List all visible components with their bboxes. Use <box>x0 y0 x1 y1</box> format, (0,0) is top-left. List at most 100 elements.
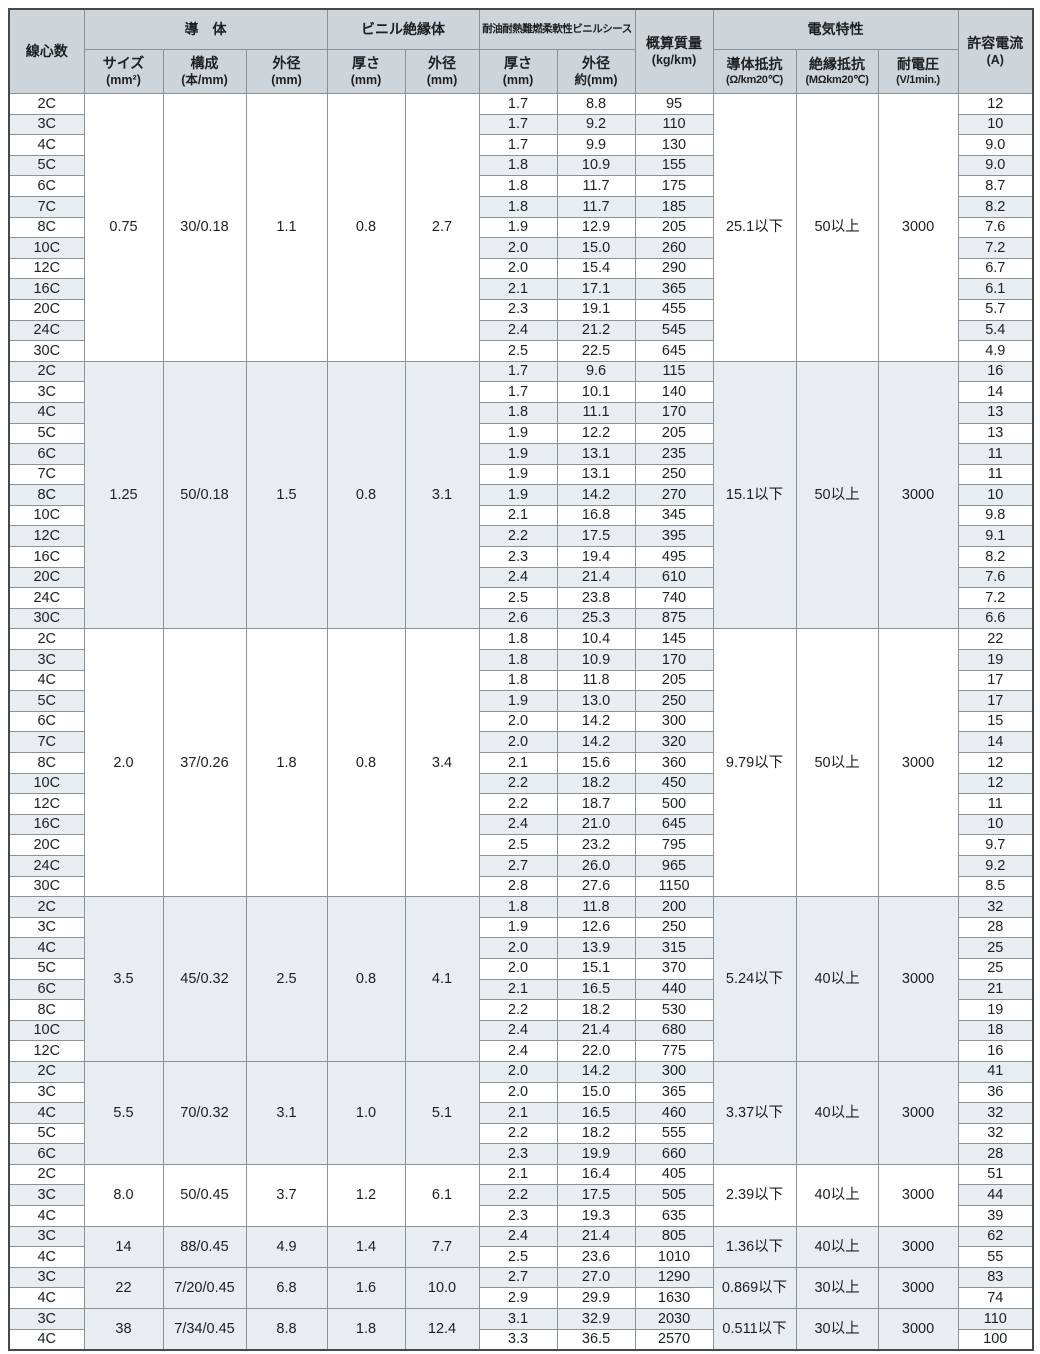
cell-sheath-od: 15.0 <box>556 1081 636 1104</box>
cell-sheath-thickness: 1.8 <box>478 628 558 651</box>
cell-current: 17 <box>957 690 1034 712</box>
header-label: 外径 <box>428 55 457 72</box>
table-row: 7C 1.9 13.1 250 11 <box>8 463 1034 486</box>
cell-sheath-thickness: 3.3 <box>478 1328 558 1351</box>
cell-cores: 2C <box>8 93 85 115</box>
cell-sheath-thickness: 2.2 <box>478 525 558 548</box>
cell-mass: 300 <box>634 710 714 733</box>
cell-sheath-thickness: 1.8 <box>478 649 558 671</box>
header-label: 外径 <box>272 55 301 72</box>
cell-sheath-od: 19.4 <box>556 546 636 568</box>
cell-sheath-thickness: 2.1 <box>478 1102 558 1124</box>
cell-mass: 185 <box>634 195 714 218</box>
cell-insulation-thickness: 1.2 <box>326 1163 406 1227</box>
cell-sheath-od: 18.7 <box>556 793 636 815</box>
cell-sheath-od: 21.4 <box>556 1019 636 1042</box>
col-group-electrical: 電気特性 <box>712 8 959 50</box>
cell-sheath-od: 15.0 <box>556 237 636 259</box>
cell-conductor-od: 1.5 <box>245 360 328 630</box>
cell-current: 10 <box>957 484 1034 506</box>
cell-sheath-od: 32.9 <box>556 1308 636 1330</box>
cell-mass: 315 <box>634 937 714 959</box>
cell-sheath-thickness: 2.1 <box>478 978 558 1001</box>
cell-withstand-voltage: 3000 <box>877 1225 959 1268</box>
cell-conductor-od: 2.5 <box>245 896 328 1062</box>
cell-size: 8.0 <box>83 1163 164 1227</box>
cell-current: 8.2 <box>957 195 1034 218</box>
cell-cores: 4C <box>8 1205 85 1227</box>
cell-conductor-resistance: 1.36以下 <box>712 1225 797 1268</box>
cell-conductor-resistance: 0.511以下 <box>712 1308 797 1351</box>
cell-sheath-thickness: 2.3 <box>478 298 558 321</box>
table-header: 線心数 導 体 ビニル絶縁体 耐油耐熱難燃柔軟性ビニルシース 概算質量 (kg/… <box>8 8 1034 94</box>
cell-cores: 8C <box>8 216 85 239</box>
cell-withstand-voltage: 3000 <box>877 1266 959 1310</box>
cell-sheath-thickness: 2.0 <box>478 257 558 280</box>
cell-current: 32 <box>957 1122 1034 1145</box>
table-row: 2C 0.75 30/0.18 1.1 0.8 2.7 1.7 8.8 95 25.1以下 50以上… <box>8 93 1034 362</box>
cell-mass: 635 <box>634 1205 714 1227</box>
cell-current: 12 <box>957 93 1034 115</box>
cell-mass: 500 <box>634 793 714 815</box>
cell-current: 32 <box>957 1102 1034 1124</box>
cell-mass: 545 <box>634 319 714 342</box>
table-row: 12C 2.2 18.7 500 11 <box>8 793 1034 815</box>
cell-current: 7.2 <box>957 587 1034 609</box>
cell-sheath-thickness: 2.5 <box>478 1246 558 1268</box>
cell-mass: 450 <box>634 772 714 795</box>
cell-mass: 460 <box>634 1102 714 1124</box>
cell-mass: 660 <box>634 1143 714 1165</box>
cell-insulation-thickness: 1.8 <box>326 1308 406 1351</box>
cell-sheath-od: 29.9 <box>556 1287 636 1310</box>
cell-current: 9.8 <box>957 504 1034 527</box>
cell-sheath-od: 23.2 <box>556 834 636 856</box>
cell-mass: 495 <box>634 546 714 568</box>
cell-sheath-thickness: 1.7 <box>478 381 558 403</box>
cell-sheath-od: 16.5 <box>556 978 636 1001</box>
cell-cores: 12C <box>8 1040 85 1062</box>
cell-sheath-od: 16.4 <box>556 1163 636 1186</box>
cell-sheath-thickness: 2.3 <box>478 1205 558 1227</box>
cell-mass: 250 <box>634 916 714 939</box>
cell-insulation-resistance: 40以上 <box>795 1060 879 1165</box>
cell-sheath-thickness: 2.4 <box>478 566 558 589</box>
cell-sheath-thickness: 2.7 <box>478 854 558 877</box>
col-group-insulation: ビニル絶縁体 <box>326 8 480 50</box>
cell-sheath-thickness: 1.9 <box>478 690 558 712</box>
col-header-mass: 概算質量 (kg/km) <box>634 8 714 94</box>
cell-current: 110 <box>957 1308 1034 1330</box>
cell-insulation-od: 12.4 <box>404 1308 480 1351</box>
cell-current: 5.4 <box>957 319 1034 342</box>
header-unit: (mm) <box>350 73 382 88</box>
header-unit: (mm) <box>271 73 302 88</box>
cell-size: 2.0 <box>83 628 164 898</box>
cell-conductor-od: 3.1 <box>245 1060 328 1165</box>
cell-sheath-od: 18.2 <box>556 1122 636 1145</box>
cell-conductor-od: 6.8 <box>245 1266 328 1310</box>
table-row: 8C 1.9 12.9 205 7.6 <box>8 216 1034 239</box>
cell-mass: 155 <box>634 154 714 177</box>
header-label: 概算質量 <box>646 35 703 52</box>
cell-cores: 24C <box>8 587 85 609</box>
cell-current: 14 <box>957 381 1034 403</box>
cell-mass: 345 <box>634 504 714 527</box>
cell-current: 9.2 <box>957 854 1034 877</box>
cell-insulation-resistance: 40以上 <box>795 1225 879 1268</box>
cell-sheath-thickness: 2.4 <box>478 1019 558 1042</box>
cell-sheath-od: 11.7 <box>556 195 636 218</box>
cell-sheath-thickness: 2.2 <box>478 772 558 795</box>
cell-sheath-od: 11.1 <box>556 401 636 424</box>
cell-current: 8.2 <box>957 546 1034 568</box>
cell-conductor-resistance: 9.79以下 <box>712 628 797 898</box>
header-unit: (kg/km) <box>651 53 697 68</box>
cell-insulation-resistance: 50以上 <box>795 93 879 362</box>
table-row: 2C 2.0 37/0.26 1.8 0.8 3.4 1.8 10.4 145 9.79以下 50以… <box>8 628 1034 898</box>
table-row: 10C 2.1 16.8 345 9.8 <box>8 504 1034 527</box>
cell-current: 12 <box>957 772 1034 795</box>
col-header-current: 許容電流 (A) <box>957 8 1034 94</box>
header-label: 厚さ <box>352 55 381 72</box>
cell-current: 14 <box>957 731 1034 753</box>
cell-cores: 5C <box>8 422 85 445</box>
cell-sheath-thickness: 1.7 <box>478 360 558 383</box>
cell-sheath-thickness: 1.9 <box>478 443 558 465</box>
